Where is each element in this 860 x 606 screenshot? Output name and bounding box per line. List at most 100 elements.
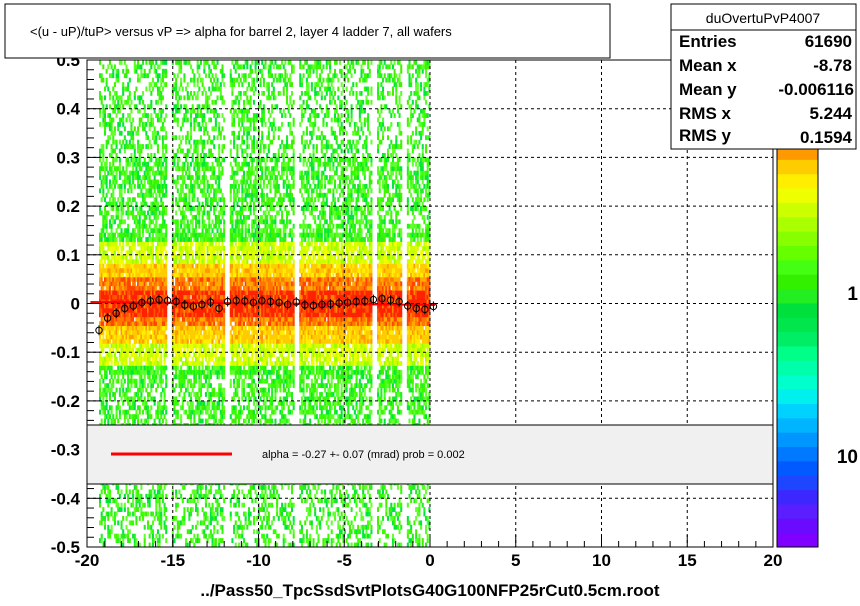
heatmap-cell	[218, 166, 221, 172]
heatmap-cell	[107, 135, 110, 141]
heatmap-cell	[234, 60, 237, 65]
heatmap-cell	[233, 330, 236, 335]
heatmap-cell	[128, 321, 131, 327]
heatmap-cell	[161, 68, 164, 74]
heatmap-cell	[118, 188, 121, 194]
heatmap-cell	[151, 383, 155, 389]
heatmap-cell	[135, 276, 138, 282]
heatmap-cell	[99, 245, 102, 251]
heatmap-cell	[175, 343, 178, 349]
heatmap-cell	[160, 223, 163, 229]
heatmap-cell	[186, 343, 189, 349]
heatmap-cell	[221, 210, 224, 216]
heatmap-cell	[105, 294, 108, 300]
heatmap-cell	[151, 183, 155, 189]
heatmap-cell	[199, 485, 203, 490]
heatmap-cell	[206, 352, 209, 358]
heatmap-cell	[175, 272, 178, 278]
heatmap-cell	[221, 113, 224, 118]
heatmap-cell	[135, 250, 138, 256]
heatmap-cell	[211, 139, 214, 145]
heatmap-cell	[191, 405, 194, 411]
heatmap-cell	[194, 179, 198, 185]
heatmap-cell	[175, 290, 178, 296]
heatmap-cell	[148, 524, 151, 530]
heatmap-cell	[105, 383, 108, 389]
heatmap-cell	[206, 259, 209, 265]
heatmap-cell	[229, 290, 232, 296]
heatmap-cell	[231, 170, 234, 176]
heatmap-cell	[209, 392, 212, 397]
heatmap-cell	[236, 493, 239, 499]
heatmap-cell	[163, 254, 166, 260]
heatmap-cell	[201, 117, 204, 123]
heatmap-cell	[105, 374, 108, 380]
heatmap-cell	[148, 121, 151, 127]
heatmap-cell	[160, 232, 163, 238]
heatmap-cell	[123, 533, 126, 539]
heatmap-cell	[165, 365, 168, 371]
heatmap-cell	[113, 369, 116, 375]
heatmap-cell	[183, 241, 186, 247]
heatmap-cell	[208, 414, 211, 420]
heatmap-cell	[183, 516, 186, 521]
heatmap-cell	[115, 166, 118, 172]
heatmap-cell	[206, 294, 209, 300]
heatmap-cell	[233, 113, 236, 118]
heatmap-cell	[133, 241, 136, 247]
heatmap-cell	[145, 352, 148, 358]
heatmap-cell	[219, 387, 222, 393]
heatmap-cell	[229, 316, 232, 322]
heatmap-cell	[223, 219, 226, 225]
heatmap-cell	[229, 294, 232, 300]
heatmap-cell	[175, 152, 178, 158]
heatmap-cell	[118, 356, 121, 362]
heatmap-cell	[161, 272, 164, 278]
heatmap-cell	[194, 507, 198, 512]
heatmap-cell	[173, 334, 176, 340]
heatmap-cell	[115, 369, 118, 375]
heatmap-cell	[102, 400, 105, 406]
heatmap-cell	[120, 325, 123, 331]
heatmap-cell	[180, 325, 183, 331]
heatmap-cell	[130, 374, 133, 380]
heatmap-cell	[209, 245, 212, 251]
heatmap-cell	[110, 361, 113, 366]
heatmap-cell	[130, 383, 133, 389]
heatmap-cell	[219, 130, 222, 136]
heatmap-cell	[140, 223, 143, 229]
heatmap-cell	[102, 542, 105, 548]
heatmap-cell	[115, 485, 118, 490]
heatmap-cell	[117, 369, 120, 375]
heatmap-cell	[185, 542, 188, 548]
heatmap-cell	[156, 414, 159, 420]
heatmap-cell	[190, 507, 193, 512]
heatmap-cell	[137, 175, 140, 180]
heatmap-cell	[142, 312, 145, 318]
heatmap-cell	[125, 68, 128, 74]
heatmap-cell	[221, 237, 224, 242]
heatmap-cell	[127, 330, 130, 335]
heatmap-cell	[147, 285, 150, 291]
heatmap-cell	[117, 378, 120, 384]
heatmap-cell	[194, 272, 198, 278]
heatmap-cell	[209, 334, 212, 340]
heatmap-cell	[234, 108, 237, 114]
heatmap-cell	[100, 489, 103, 495]
heatmap-cell	[206, 409, 209, 415]
heatmap-cell	[198, 361, 201, 366]
heatmap-cell	[153, 396, 156, 402]
heatmap-cell	[138, 338, 141, 344]
heatmap-cell	[127, 378, 130, 384]
heatmap-cell	[158, 542, 161, 548]
heatmap-cell	[135, 285, 138, 291]
heatmap-cell	[100, 516, 103, 521]
heatmap-cell	[219, 538, 222, 543]
heatmap-cell	[105, 338, 108, 344]
heatmap-cell	[196, 334, 199, 340]
heatmap-cell	[208, 356, 211, 362]
heatmap-cell	[158, 157, 161, 163]
heatmap-cell	[185, 86, 188, 92]
heatmap-cell	[99, 334, 102, 340]
heatmap-cell	[178, 307, 181, 313]
